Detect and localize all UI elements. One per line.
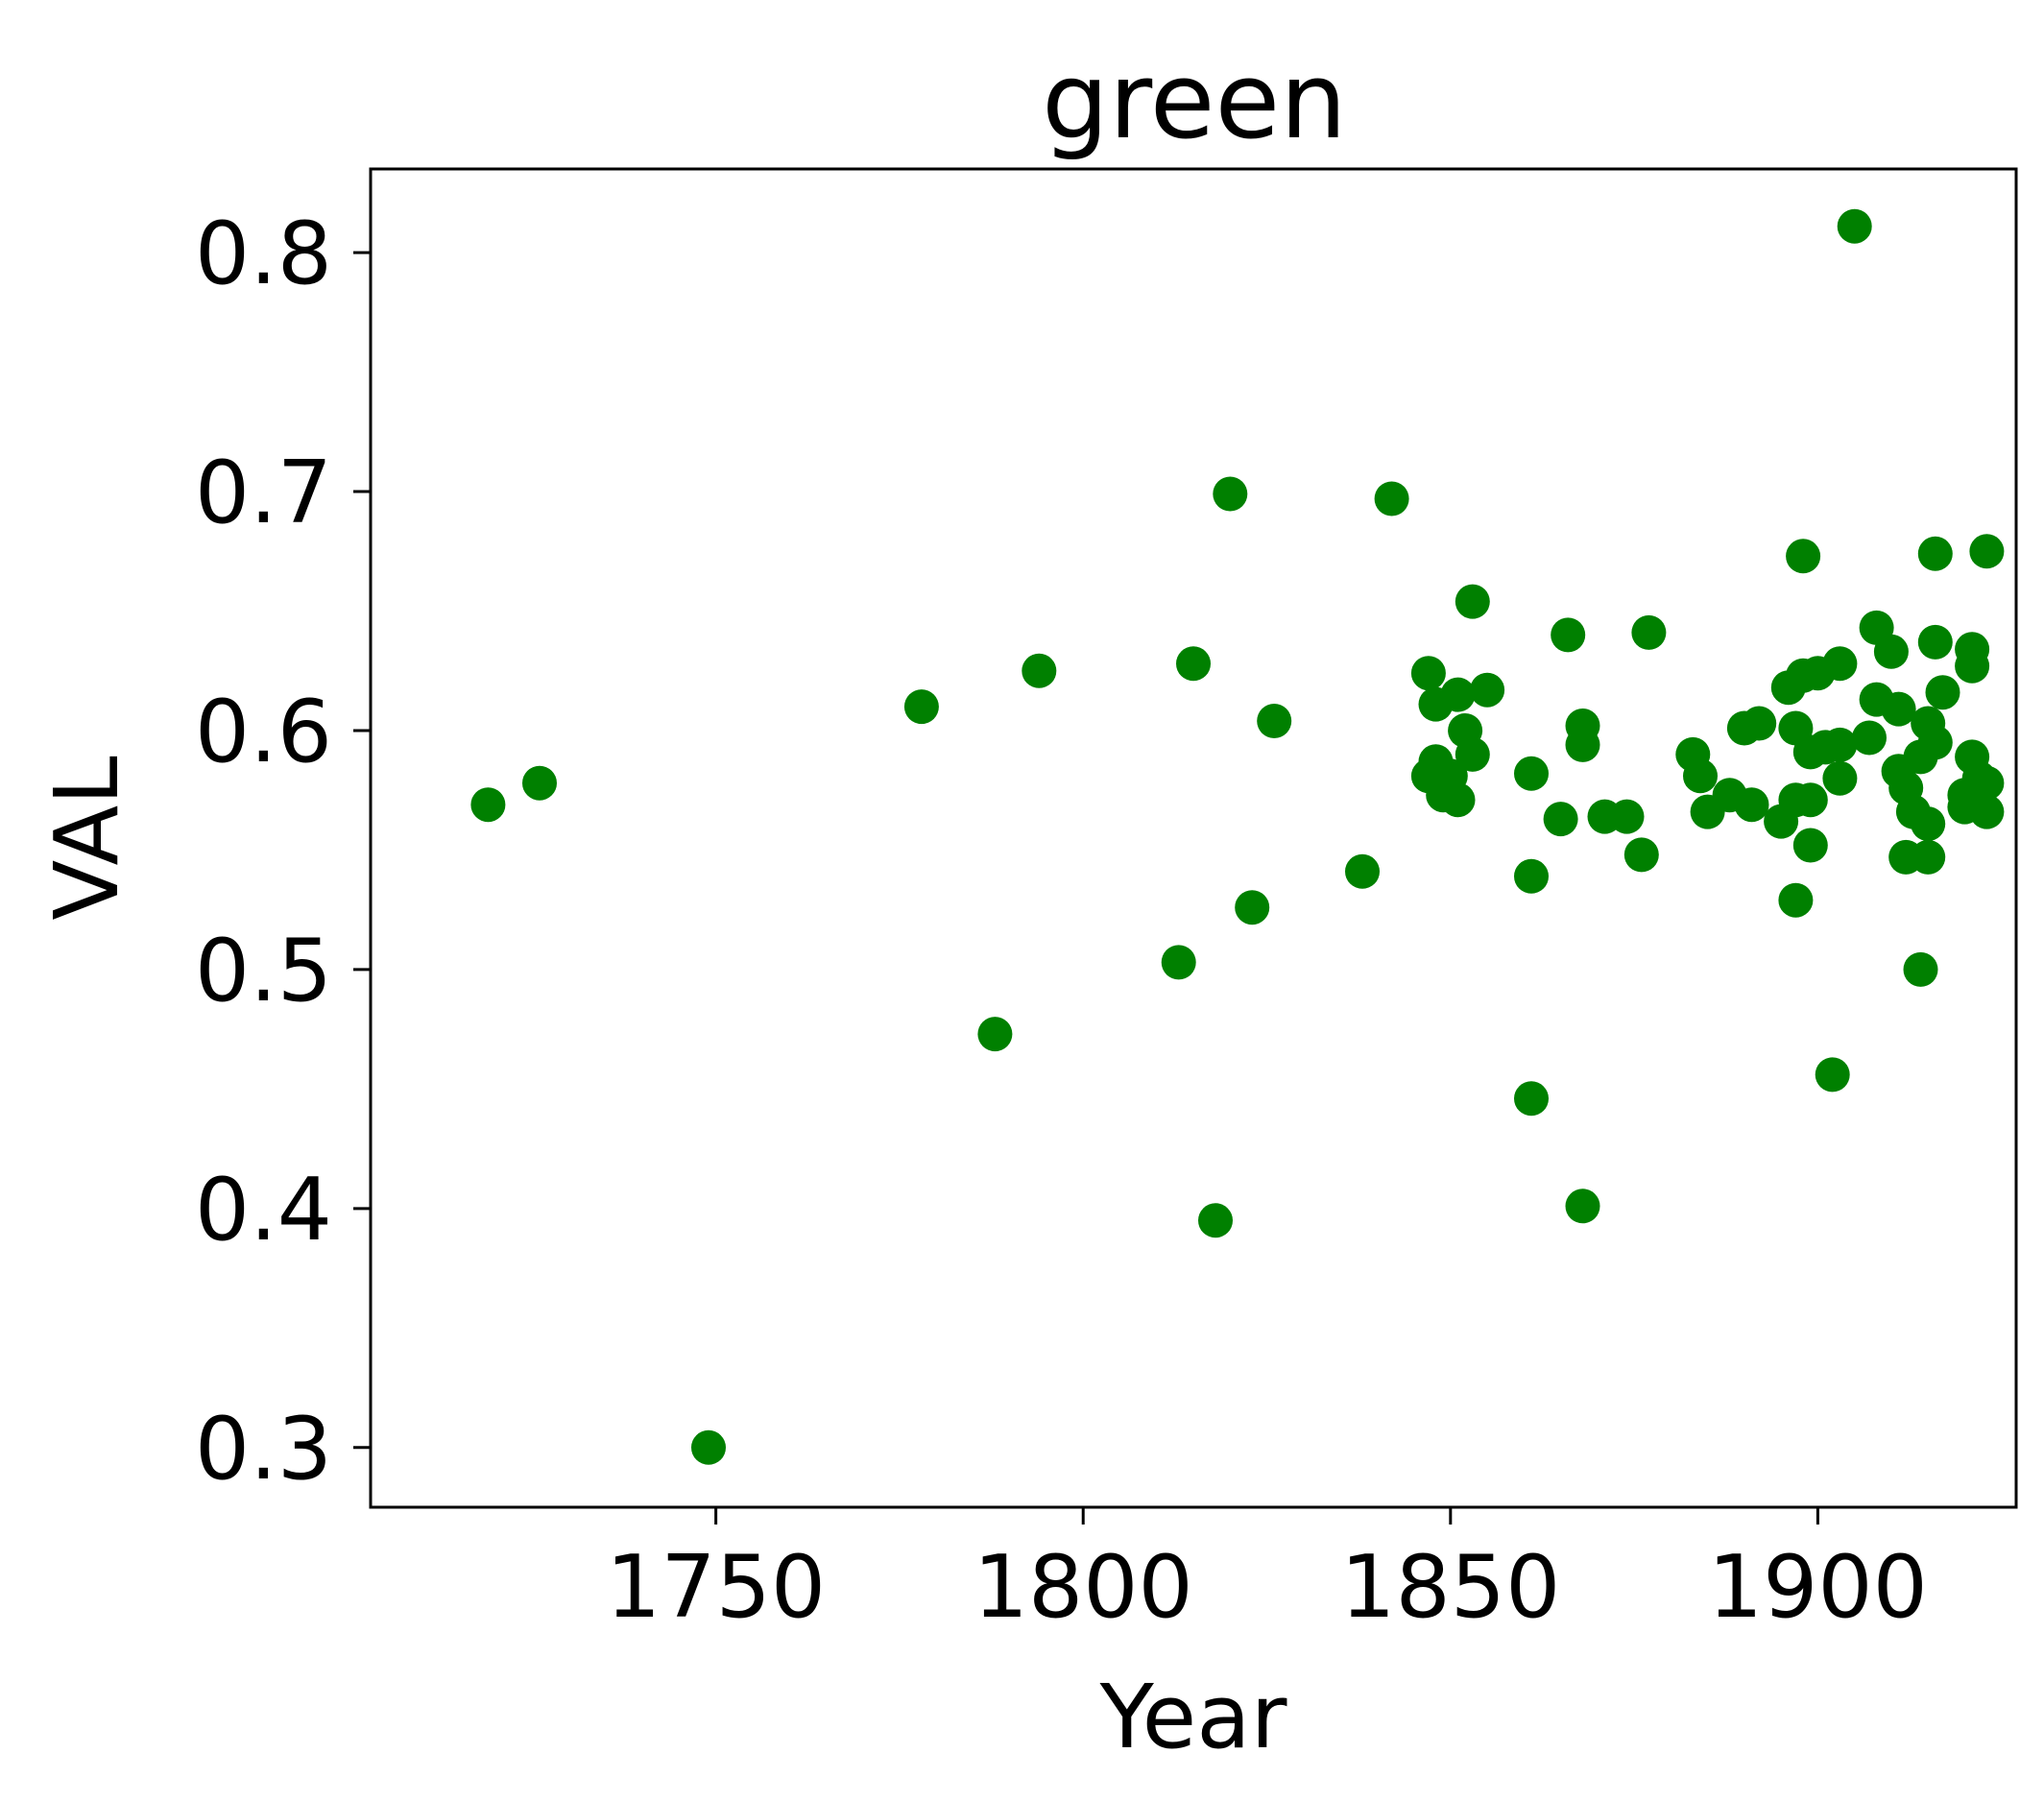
data-point-43 (1734, 787, 1769, 823)
y-tick-label-4: 0.7 (195, 443, 332, 543)
y-tick-label-0: 0.3 (195, 1399, 332, 1500)
data-point-48 (1778, 882, 1814, 918)
y-tick-label-3: 0.6 (195, 682, 332, 782)
y-axis-ticks: 0.3 0.4 0.5 0.6 0.7 0.8 (195, 204, 371, 1500)
x-axis-label: Year (1099, 1666, 1287, 1768)
x-tick-label-3: 1900 (1708, 1537, 1928, 1638)
data-point-79 (1925, 675, 1960, 710)
data-point-62 (1852, 720, 1887, 756)
data-point-54 (1792, 828, 1828, 863)
data-point-21 (1440, 782, 1476, 818)
data-point-5 (1022, 653, 1057, 688)
data-point-4 (977, 1017, 1013, 1052)
data-point-23 (1455, 736, 1490, 772)
data-point-75 (1911, 839, 1946, 875)
data-point-11 (1257, 704, 1292, 738)
data-point-35 (1609, 799, 1645, 834)
data-point-33 (1565, 1189, 1600, 1224)
data-point-39 (1683, 758, 1718, 794)
data-point-61 (1837, 208, 1872, 244)
y-tick-label-2: 0.5 (195, 921, 332, 1021)
data-point-9 (1213, 476, 1248, 512)
data-point-66 (1881, 691, 1916, 727)
data-point-15 (1410, 656, 1446, 691)
chart-title: green (1042, 39, 1347, 162)
data-point-20 (1440, 677, 1476, 712)
data-point-58 (1822, 760, 1858, 796)
data-point-77 (1917, 536, 1953, 571)
data-point-36 (1623, 837, 1659, 873)
y-axis-label: VAL (36, 756, 138, 920)
data-point-65 (1873, 634, 1909, 669)
x-tick-label-1: 1800 (974, 1537, 1193, 1638)
data-point-2 (691, 1429, 726, 1465)
data-point-57 (1815, 1057, 1850, 1093)
data-point-32 (1565, 708, 1600, 743)
data-point-53 (1792, 782, 1828, 818)
data-point-44 (1742, 706, 1777, 741)
y-tick-label-5: 0.8 (195, 204, 332, 304)
data-point-26 (1514, 756, 1549, 791)
data-point-87 (1969, 534, 2005, 569)
data-point-86 (1969, 794, 2005, 829)
data-point-25 (1470, 672, 1505, 708)
data-point-29 (1543, 802, 1578, 837)
data-point-0 (470, 787, 506, 823)
data-point-59 (1822, 727, 1858, 762)
data-point-28 (1514, 1081, 1549, 1117)
data-point-6 (1161, 945, 1196, 980)
data-point-76 (1917, 725, 1953, 760)
data-point-7 (1176, 646, 1211, 682)
y-tick-label-1: 0.4 (195, 1160, 332, 1261)
data-point-78 (1917, 624, 1953, 660)
data-point-1 (522, 765, 557, 801)
data-point-50 (1786, 539, 1821, 574)
x-axis-ticks: 1750 1800 1850 1900 (606, 1507, 1928, 1638)
data-point-12 (1345, 853, 1380, 889)
data-point-3 (903, 689, 939, 725)
data-points (470, 208, 2005, 1465)
data-point-73 (1911, 806, 1946, 842)
data-point-30 (1551, 617, 1586, 653)
data-point-88 (1969, 765, 2005, 801)
data-point-37 (1631, 614, 1667, 650)
x-tick-label-0: 1750 (606, 1537, 826, 1638)
data-point-24 (1455, 584, 1490, 619)
data-point-10 (1235, 890, 1270, 925)
data-point-71 (1903, 951, 1938, 987)
data-point-8 (1198, 1203, 1233, 1238)
data-point-60 (1822, 646, 1858, 682)
data-point-84 (1955, 648, 1990, 684)
plot-area-frame (369, 167, 2018, 1509)
data-point-13 (1374, 481, 1409, 516)
data-point-27 (1514, 858, 1549, 894)
x-tick-label-2: 1850 (1340, 1537, 1560, 1638)
